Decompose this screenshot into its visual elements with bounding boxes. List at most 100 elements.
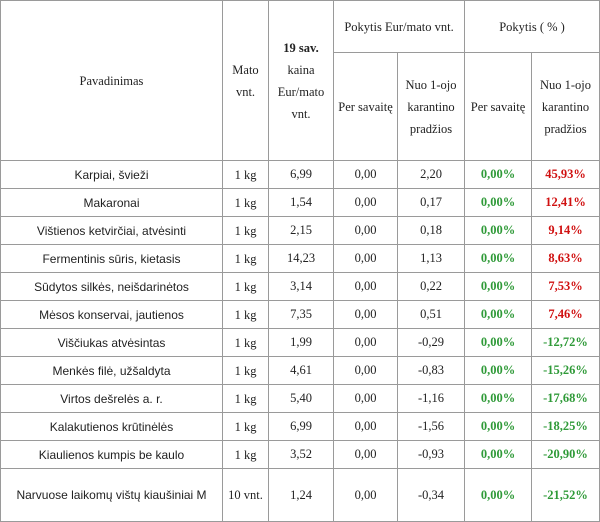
cell-name: Fermentinis sūris, kietasis [0,244,223,273]
cell-unit: 1 kg [222,440,269,469]
cell-name: Kiaulienos kumpis be kaulo [0,440,223,469]
table-body: Karpiai, švieži 1 kg 6,99 0,00 2,20 0,00% 45,9… [0,160,600,522]
cell-week-eur: 0,00 [333,384,398,413]
cell-week-pct: 0,00% [464,468,532,522]
cell-week-pct: 0,00% [464,356,532,385]
cell-quarantine-pct: -18,25% [531,412,600,441]
table-row: Sūdytos silkės, neišdarinėtos 1 kg 3,14 0,0… [0,272,600,301]
cell-week-eur: 0,00 [333,272,398,301]
cell-week-pct: 0,00% [464,412,532,441]
cell-price: 3,52 [268,440,334,469]
header-price: 19 sav. kaina Eur/mato vnt. [268,0,334,161]
cell-quarantine-eur: 1,13 [397,244,465,273]
cell-price: 6,99 [268,412,334,441]
cell-unit: 1 kg [222,356,269,385]
cell-week-pct: 0,00% [464,440,532,469]
cell-name: Makaronai [0,188,223,217]
table-row: Mėsos konservai, jautienos 1 kg 7,35 0,00 0,… [0,300,600,329]
cell-price: 1,99 [268,328,334,357]
cell-name: Vištienos ketvirčiai, atvėsinti [0,216,223,245]
cell-week-eur: 0,00 [333,188,398,217]
cell-quarantine-pct: -20,90% [531,440,600,469]
header-name: Pavadinimas [0,0,223,161]
header-pct-from-quarantine: Nuo 1-ojo karantino pradžios [531,52,600,161]
cell-week-pct: 0,00% [464,300,532,329]
cell-quarantine-pct: 12,41% [531,188,600,217]
cell-week-eur: 0,00 [333,412,398,441]
cell-unit: 1 kg [222,384,269,413]
cell-name: Karpiai, švieži [0,160,223,189]
cell-price: 1,54 [268,188,334,217]
cell-unit: 1 kg [222,216,269,245]
cell-unit: 1 kg [222,328,269,357]
cell-quarantine-pct: 7,53% [531,272,600,301]
cell-week-eur: 0,00 [333,160,398,189]
table-row: Kalakutienos krūtinėlės 1 kg 6,99 0,00 -1,56… [0,412,600,441]
cell-price: 5,40 [268,384,334,413]
cell-quarantine-eur: 0,17 [397,188,465,217]
cell-quarantine-eur: 0,18 [397,216,465,245]
cell-week-eur: 0,00 [333,216,398,245]
cell-week-pct: 0,00% [464,244,532,273]
cell-week-eur: 0,00 [333,356,398,385]
cell-name: Kalakutienos krūtinėlės [0,412,223,441]
cell-week-pct: 0,00% [464,160,532,189]
table-row: Karpiai, švieži 1 kg 6,99 0,00 2,20 0,00% 45,9… [0,160,600,189]
cell-quarantine-pct: -12,72% [531,328,600,357]
cell-week-pct: 0,00% [464,188,532,217]
cell-price: 7,35 [268,300,334,329]
table-row: Menkės filė, užšaldyta 1 kg 4,61 0,00 -0,83 0… [0,356,600,385]
cell-unit: 1 kg [222,272,269,301]
cell-unit: 1 kg [222,300,269,329]
cell-quarantine-eur: -0,34 [397,468,465,522]
cell-week-pct: 0,00% [464,384,532,413]
header-unit: Mato vnt. [222,0,269,161]
header-change-eur: Pokytis Eur/mato vnt. [333,0,465,53]
cell-price: 2,15 [268,216,334,245]
cell-name: Virtos dešrelės a. r. [0,384,223,413]
table-row: Virtos dešrelės a. r. 1 kg 5,40 0,00 -1,16 0,… [0,384,600,413]
cell-price: 14,23 [268,244,334,273]
cell-price: 1,24 [268,468,334,522]
cell-quarantine-eur: -1,56 [397,412,465,441]
header-eur-from-quarantine: Nuo 1-ojo karantino pradžios [397,52,465,161]
table-row: Makaronai 1 kg 1,54 0,00 0,17 0,00% 12,41% [0,188,600,217]
cell-week-eur: 0,00 [333,300,398,329]
header-price-sub: kaina Eur/mato vnt. [277,62,325,121]
cell-name: Narvuose laikomų vištų kiaušiniai M [0,468,223,522]
cell-week-pct: 0,00% [464,272,532,301]
cell-price: 4,61 [268,356,334,385]
cell-name: Mėsos konservai, jautienos [0,300,223,329]
cell-price: 6,99 [268,160,334,189]
header-change-pct: Pokytis ( % ) [464,0,600,53]
cell-quarantine-eur: -0,83 [397,356,465,385]
cell-quarantine-pct: -17,68% [531,384,600,413]
header-pct-per-week: Per savaitę [464,52,532,161]
cell-week-pct: 0,00% [464,328,532,357]
cell-week-eur: 0,00 [333,328,398,357]
cell-quarantine-pct: 45,93% [531,160,600,189]
cell-name: Menkės filė, užšaldyta [0,356,223,385]
header-price-week: 19 sav. [283,40,319,55]
cell-quarantine-pct: -15,26% [531,356,600,385]
cell-quarantine-eur: -1,16 [397,384,465,413]
cell-quarantine-eur: -0,93 [397,440,465,469]
cell-quarantine-eur: -0,29 [397,328,465,357]
cell-unit: 1 kg [222,188,269,217]
cell-name: Sūdytos silkės, neišdarinėtos [0,272,223,301]
cell-week-eur: 0,00 [333,440,398,469]
cell-unit: 1 kg [222,412,269,441]
cell-unit: 1 kg [222,160,269,189]
cell-quarantine-pct: -21,52% [531,468,600,522]
table-row: Narvuose laikomų vištų kiaušiniai M 10 vn… [0,468,600,522]
cell-unit: 10 vnt. [222,468,269,522]
cell-price: 3,14 [268,272,334,301]
header-eur-per-week: Per savaitę [333,52,398,161]
cell-week-eur: 0,00 [333,468,398,522]
cell-name: Viščiukas atvėsintas [0,328,223,357]
cell-quarantine-pct: 8,63% [531,244,600,273]
cell-quarantine-pct: 7,46% [531,300,600,329]
table-row: Fermentinis sūris, kietasis 1 kg 14,23 0,00… [0,244,600,273]
table-row: Kiaulienos kumpis be kaulo 1 kg 3,52 0,00 -0… [0,440,600,469]
